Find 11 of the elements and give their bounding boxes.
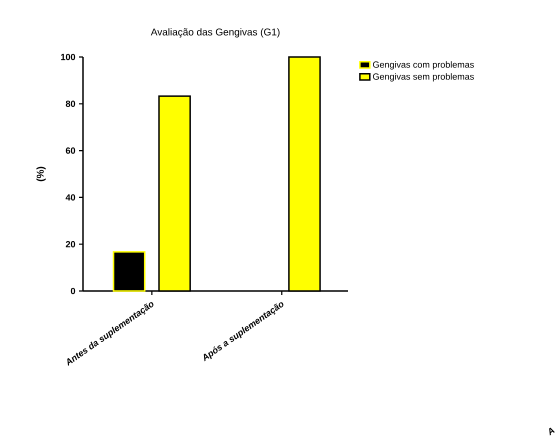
y-tick-label: 20 [66, 241, 76, 248]
chart-title: Avaliação das Gengivas (G1) [150, 28, 280, 38]
y-tick-label: 40 [66, 194, 76, 201]
y-tick-label: 100 [61, 54, 76, 60]
y-tick-label: 0 [70, 288, 76, 294]
y-tick-label: 60 [66, 147, 76, 154]
text: A [549, 428, 555, 436]
y-tick-label: 80 [66, 100, 76, 107]
legend-label: Gengivas sem problemas [373, 73, 474, 82]
y-axis-title: (%) [36, 166, 46, 182]
legend-label: Gengivas com problemas [373, 61, 474, 70]
